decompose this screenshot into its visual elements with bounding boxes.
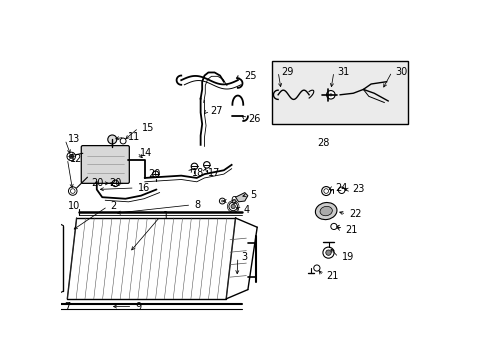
Text: 6: 6 bbox=[230, 196, 237, 206]
Circle shape bbox=[67, 152, 75, 161]
Text: 10: 10 bbox=[68, 202, 80, 211]
Ellipse shape bbox=[319, 206, 332, 216]
Text: 2: 2 bbox=[110, 202, 117, 211]
Circle shape bbox=[230, 204, 235, 208]
Circle shape bbox=[107, 135, 117, 144]
Text: 22: 22 bbox=[349, 209, 361, 219]
Circle shape bbox=[322, 247, 333, 258]
Text: 20: 20 bbox=[148, 169, 160, 179]
Text: 20: 20 bbox=[109, 178, 122, 188]
Text: 20: 20 bbox=[91, 178, 103, 188]
Text: 23: 23 bbox=[352, 184, 364, 194]
Text: 5: 5 bbox=[250, 190, 256, 200]
Text: 29: 29 bbox=[281, 67, 293, 77]
Text: 13: 13 bbox=[68, 134, 80, 144]
Ellipse shape bbox=[315, 203, 336, 220]
Text: 30: 30 bbox=[394, 67, 407, 77]
Text: 19: 19 bbox=[341, 252, 353, 262]
Text: 11: 11 bbox=[127, 132, 140, 142]
Circle shape bbox=[326, 91, 334, 99]
Polygon shape bbox=[235, 193, 247, 202]
Circle shape bbox=[328, 93, 332, 96]
FancyBboxPatch shape bbox=[271, 61, 407, 124]
Text: 3: 3 bbox=[241, 252, 246, 262]
Text: 21: 21 bbox=[344, 225, 356, 235]
Text: 7: 7 bbox=[64, 302, 70, 311]
Text: 17: 17 bbox=[207, 167, 220, 177]
Text: 1: 1 bbox=[163, 211, 169, 221]
Text: 21: 21 bbox=[325, 271, 338, 281]
Text: 8: 8 bbox=[194, 200, 200, 210]
Circle shape bbox=[120, 138, 126, 144]
FancyBboxPatch shape bbox=[81, 145, 129, 183]
Text: 18: 18 bbox=[192, 167, 204, 177]
Text: 14: 14 bbox=[140, 148, 152, 158]
Circle shape bbox=[321, 186, 330, 195]
Circle shape bbox=[68, 187, 77, 195]
Text: 12: 12 bbox=[70, 154, 82, 164]
Text: 16: 16 bbox=[138, 183, 150, 193]
Circle shape bbox=[221, 200, 224, 202]
Text: 9: 9 bbox=[135, 302, 142, 311]
Text: 27: 27 bbox=[209, 106, 222, 116]
Text: 24: 24 bbox=[335, 183, 347, 193]
Text: 25: 25 bbox=[244, 71, 256, 81]
Text: 28: 28 bbox=[316, 138, 328, 148]
Circle shape bbox=[325, 250, 330, 255]
Text: 4: 4 bbox=[244, 204, 250, 215]
Circle shape bbox=[219, 198, 225, 204]
Text: 26: 26 bbox=[248, 114, 261, 123]
Circle shape bbox=[228, 202, 237, 211]
Circle shape bbox=[69, 154, 73, 158]
Text: 15: 15 bbox=[142, 123, 154, 133]
Text: 31: 31 bbox=[336, 67, 348, 77]
